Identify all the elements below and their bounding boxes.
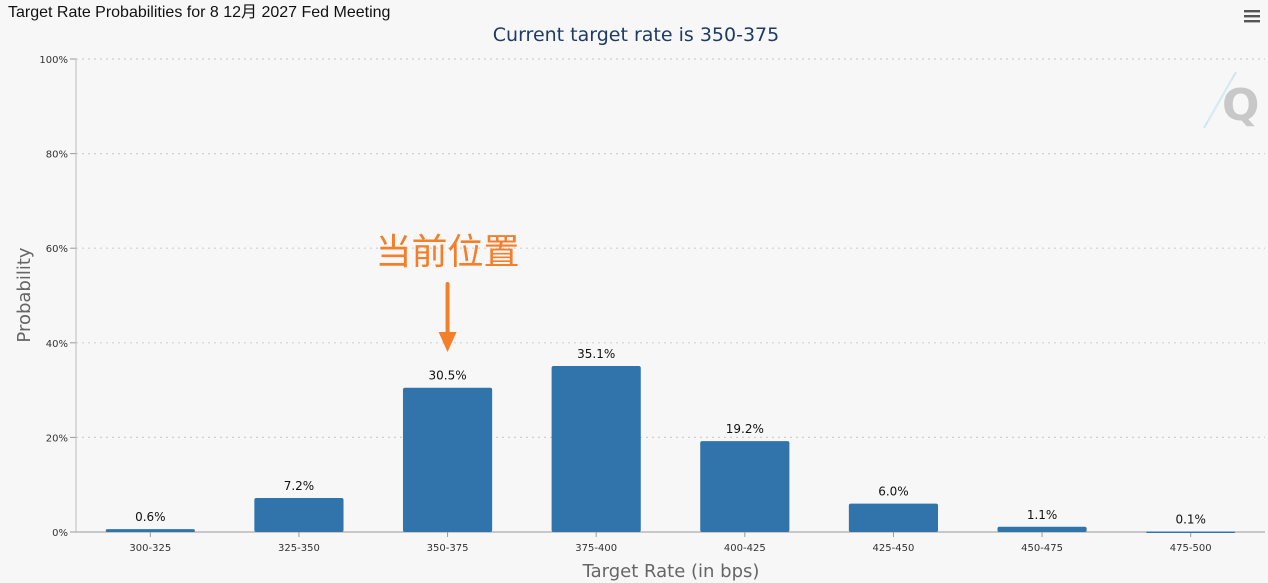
q-logo-icon: Q [1203,71,1259,131]
bar-325-350[interactable] [254,497,344,532]
data-label-350-375: 30.5% [429,369,467,383]
y-axis-title: Probability [14,247,35,342]
x-tick-label-325-350: 325-350 [278,543,320,554]
y-tick-label: 60% [46,244,68,255]
bar-375-400[interactable] [551,365,641,532]
x-axis: 300-325 325-350 350-375 375-400 400-425 425-4… [76,531,1265,554]
data-label-425-450: 6.0% [878,485,909,499]
bar-300-325[interactable] [105,529,195,532]
y-tick-label: 100% [39,55,68,66]
bars-group [105,365,1236,534]
x-tick-label-300-325: 300-325 [129,543,171,554]
data-label-375-400: 35.1% [577,347,615,361]
current-position-annotation: 当前位置 [376,232,520,352]
annotation-text: 当前位置 [376,232,520,273]
data-labels-group: 0.6% 7.2% 30.5% 35.1% 19.2% 6.0% 1.1% 0.1% [135,347,1206,527]
x-tick-label-425-450: 425-450 [873,543,915,554]
data-label-450-475: 1.1% [1027,508,1058,522]
y-axis: 0% 20% 40% 60% 80% 100% [39,55,77,539]
hamburger-menu-icon [1244,10,1260,23]
y-tick-label: 80% [46,150,68,161]
data-label-400-425: 19.2% [726,422,764,436]
x-tick-label-475-500: 475-500 [1170,543,1212,554]
y-tick-label: 20% [46,433,68,444]
x-tick-label-375-400: 375-400 [575,543,617,554]
bar-350-375[interactable] [402,387,493,532]
chart-subtitle: Current target rate is 350-375 [493,24,779,46]
data-label-325-350: 7.2% [284,479,315,493]
x-tick-label-350-375: 350-375 [427,543,469,554]
x-axis-title: Target Rate (in bps) [582,561,760,582]
svg-text:Q: Q [1222,80,1259,131]
data-label-475-500: 0.1% [1175,513,1206,527]
y-tick-label: 40% [46,339,68,350]
chart-grid [76,58,1265,438]
y-tick-label: 0% [52,528,68,539]
x-tick-label-450-475: 450-475 [1021,543,1063,554]
annotation-arrow-head [438,332,457,352]
page-title: Target Rate Probabilities for 8 12月 2027… [8,4,391,21]
chart-menu-button[interactable] [1242,6,1262,26]
data-label-300-325: 0.6% [135,510,166,524]
bar-425-450[interactable] [848,503,939,532]
bar-475-500[interactable] [1146,531,1236,534]
x-tick-label-400-425: 400-425 [724,543,766,554]
bar-450-475[interactable] [997,526,1087,532]
bar-400-425[interactable] [700,441,790,532]
